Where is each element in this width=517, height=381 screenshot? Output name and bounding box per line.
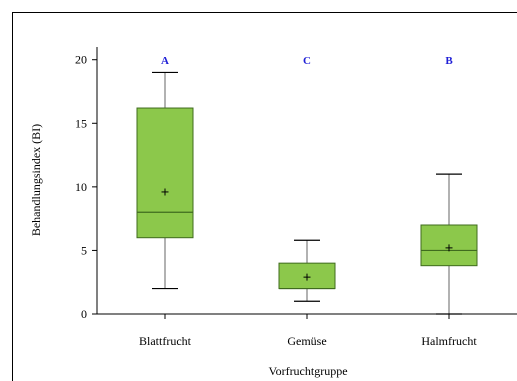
x-tick-label-0: Blattfrucht <box>139 334 192 348</box>
box-0 <box>136 71 194 290</box>
y-tick-label-0: 0 <box>81 307 87 321</box>
iqr-box-0 <box>136 107 194 239</box>
x-tick-label-2: Halmfrucht <box>421 334 477 348</box>
y-ticks: 0 5 10 15 20 <box>75 53 97 321</box>
boxes <box>136 71 478 315</box>
x-tick-label-1: Gemüse <box>287 334 326 348</box>
box-2 <box>420 173 478 315</box>
y-tick-label-10: 10 <box>75 180 87 194</box>
letter-0: A <box>161 55 169 67</box>
x-ticks: Blattfrucht Gemüse Halmfrucht <box>139 314 477 348</box>
chart-frame <box>12 12 517 381</box>
box-1 <box>278 239 336 302</box>
y-tick-label-15: 15 <box>75 116 87 130</box>
x-axis-title: Vorfruchtgruppe <box>268 364 347 378</box>
letter-1: C <box>303 55 311 67</box>
letter-2: B <box>445 55 453 67</box>
y-tick-label-20: 20 <box>75 53 87 67</box>
y-tick-label-5: 5 <box>81 243 87 257</box>
y-axis-title: Behandlungsindex (BI) <box>29 124 43 236</box>
